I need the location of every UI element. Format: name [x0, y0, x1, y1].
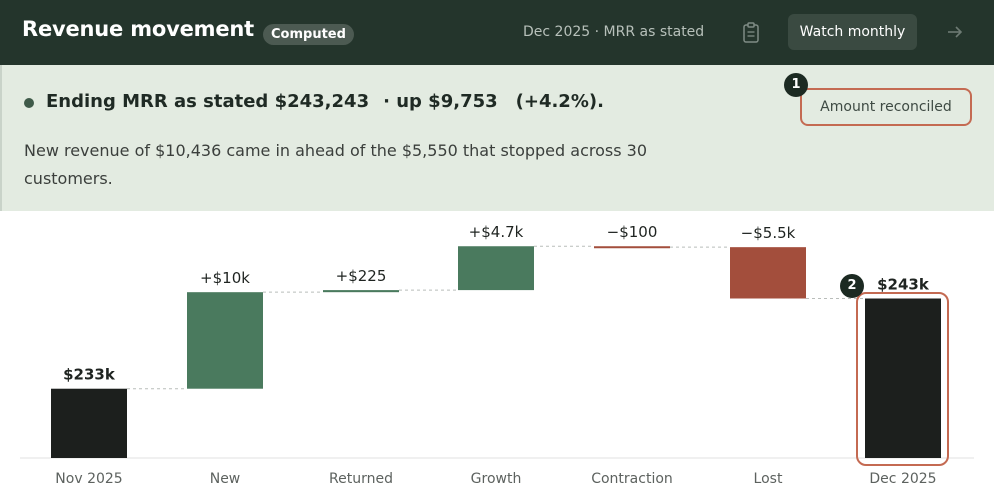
card-header: Revenue movement Computed Dec 2025 · MRR…: [0, 0, 994, 65]
tick-label-6: Dec 2025: [869, 471, 936, 487]
mrr-change-pct: (+4.2%).: [515, 91, 604, 112]
annotation-marker-1: 1: [784, 73, 808, 97]
tick-label-5: Lost: [754, 471, 783, 487]
tick-label-4: Contraction: [591, 471, 673, 487]
amount-reconciled-button[interactable]: Amount reconciled: [800, 88, 972, 126]
ending-mrr: Ending MRR as stated $243,243: [46, 91, 370, 112]
bar-nov-2025: [51, 388, 127, 458]
tick-label-0: Nov 2025: [55, 471, 122, 487]
status-dot: [24, 98, 34, 108]
clipboard-icon[interactable]: [742, 22, 760, 44]
data-label-4: −$100: [607, 223, 658, 241]
data-label-3: +$4.7k: [469, 223, 524, 241]
card-title: Revenue movement: [22, 17, 254, 41]
annotation-marker-2: 2: [840, 274, 864, 298]
bar-dec-2025: [865, 298, 941, 458]
dec-2025-highlight: [856, 292, 949, 466]
data-label-1: +$10k: [200, 269, 250, 287]
data-label-0: $233k: [63, 366, 116, 384]
arrow-right-icon[interactable]: [946, 24, 964, 40]
bar-contraction: [594, 246, 670, 249]
data-label-6: $243k: [877, 276, 930, 294]
period-label: Dec 2025 · MRR as stated: [523, 24, 705, 40]
tick-label-3: Growth: [471, 471, 522, 487]
computed-badge: Computed: [263, 24, 354, 45]
bar-growth: [458, 246, 534, 291]
tick-label-2: Returned: [329, 471, 393, 487]
summary-description: New revenue of $10,436 came in ahead of …: [24, 141, 647, 188]
mrr-change: · up $9,753: [383, 91, 498, 112]
bar-new: [187, 292, 263, 389]
data-label-2: +$225: [336, 267, 387, 285]
waterfall-chart: $233k Nov 2025 +$10k New +$225 Returned +$4.7k…: [20, 223, 974, 487]
bar-lost: [730, 247, 806, 299]
summary-headline: Ending MRR as stated $243,243 · up $9,753…: [46, 91, 604, 112]
data-label-5: −$5.5k: [741, 224, 796, 242]
watch-monthly-button[interactable]: Watch monthly: [788, 14, 917, 50]
tick-label-1: New: [210, 471, 241, 487]
bar-returned: [323, 290, 399, 293]
